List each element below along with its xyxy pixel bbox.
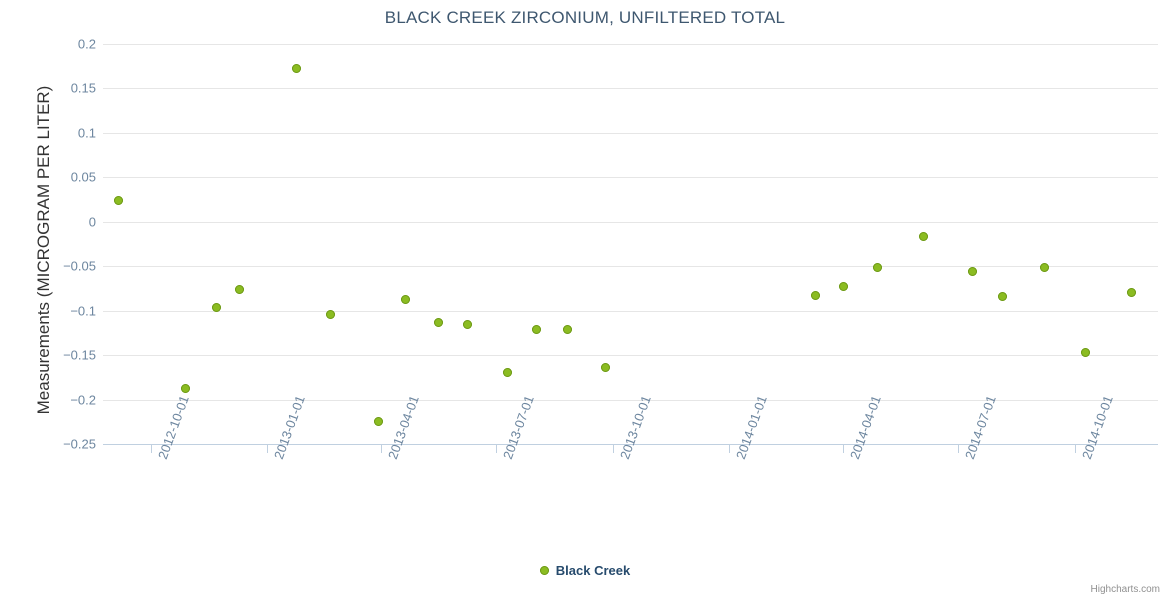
data-point[interactable] [532, 324, 542, 334]
gridline [103, 132, 1158, 134]
chart-legend: Black Creek [0, 563, 1170, 578]
data-point[interactable] [1081, 347, 1091, 357]
x-tick-mark [151, 445, 153, 453]
y-tick-label: −0.1 [70, 303, 96, 319]
data-point[interactable] [400, 294, 410, 304]
x-tick-mark [958, 445, 960, 453]
x-tick-mark [381, 445, 383, 453]
gridline [103, 44, 1158, 45]
data-point[interactable] [600, 363, 610, 373]
data-point[interactable] [838, 282, 848, 292]
gridline [103, 266, 1158, 268]
y-tick-label: −0.05 [63, 258, 96, 274]
gridline [103, 310, 1158, 312]
x-tick-mark [1074, 445, 1076, 453]
y-tick-label: 0 [88, 214, 96, 230]
chart-title: BLACK CREEK ZIRCONIUM, UNFILTERED TOTAL [384, 8, 786, 27]
y-tick-label: 0.05 [70, 169, 96, 185]
data-point[interactable] [113, 195, 123, 205]
data-point[interactable] [967, 267, 977, 277]
data-point[interactable] [462, 320, 472, 330]
data-point[interactable] [292, 64, 302, 74]
data-point[interactable] [235, 284, 245, 294]
x-tick-mark [843, 445, 845, 453]
gridline [103, 355, 1158, 357]
y-axis-labels: 0.2 0.15 0.1 0.05 0 −0.05 −0.1 −0.15 −0.2 −0.25 [28, 37, 96, 452]
data-point[interactable] [1126, 287, 1136, 297]
y-tick-label: 0.15 [70, 80, 96, 96]
data-point[interactable] [872, 262, 882, 272]
x-axis-line [103, 444, 1158, 445]
legend-item-black-creek[interactable]: Black Creek [539, 563, 631, 578]
data-point[interactable] [180, 383, 190, 393]
data-point[interactable] [1039, 262, 1049, 272]
y-tick-label: −0.2 [70, 392, 96, 408]
gridline [103, 177, 1158, 179]
y-tick-label: 0.1 [77, 125, 96, 141]
y-tick-label: 0.2 [77, 36, 96, 52]
plot-area [103, 44, 1158, 445]
legend-item-label: Black Creek [555, 563, 631, 578]
data-point[interactable] [919, 232, 929, 242]
highcharts-credit[interactable]: Highcharts.com [1090, 584, 1160, 595]
data-point[interactable] [997, 291, 1007, 301]
y-tick-label: −0.25 [63, 436, 96, 452]
data-point[interactable] [326, 309, 336, 319]
y-tick-label: −0.15 [63, 347, 96, 363]
data-point[interactable] [562, 324, 572, 334]
x-tick-mark [496, 445, 498, 453]
data-point[interactable] [503, 367, 513, 377]
x-tick-mark [729, 445, 731, 453]
legend-marker-icon [539, 566, 549, 575]
gridline [103, 399, 1158, 401]
data-point[interactable] [212, 302, 222, 312]
gridline [103, 221, 1158, 223]
data-point[interactable] [374, 417, 384, 427]
x-tick-mark [267, 445, 269, 453]
gridline [103, 88, 1158, 90]
data-point[interactable] [433, 317, 443, 327]
data-point[interactable] [810, 291, 820, 301]
x-tick-mark [612, 445, 614, 453]
